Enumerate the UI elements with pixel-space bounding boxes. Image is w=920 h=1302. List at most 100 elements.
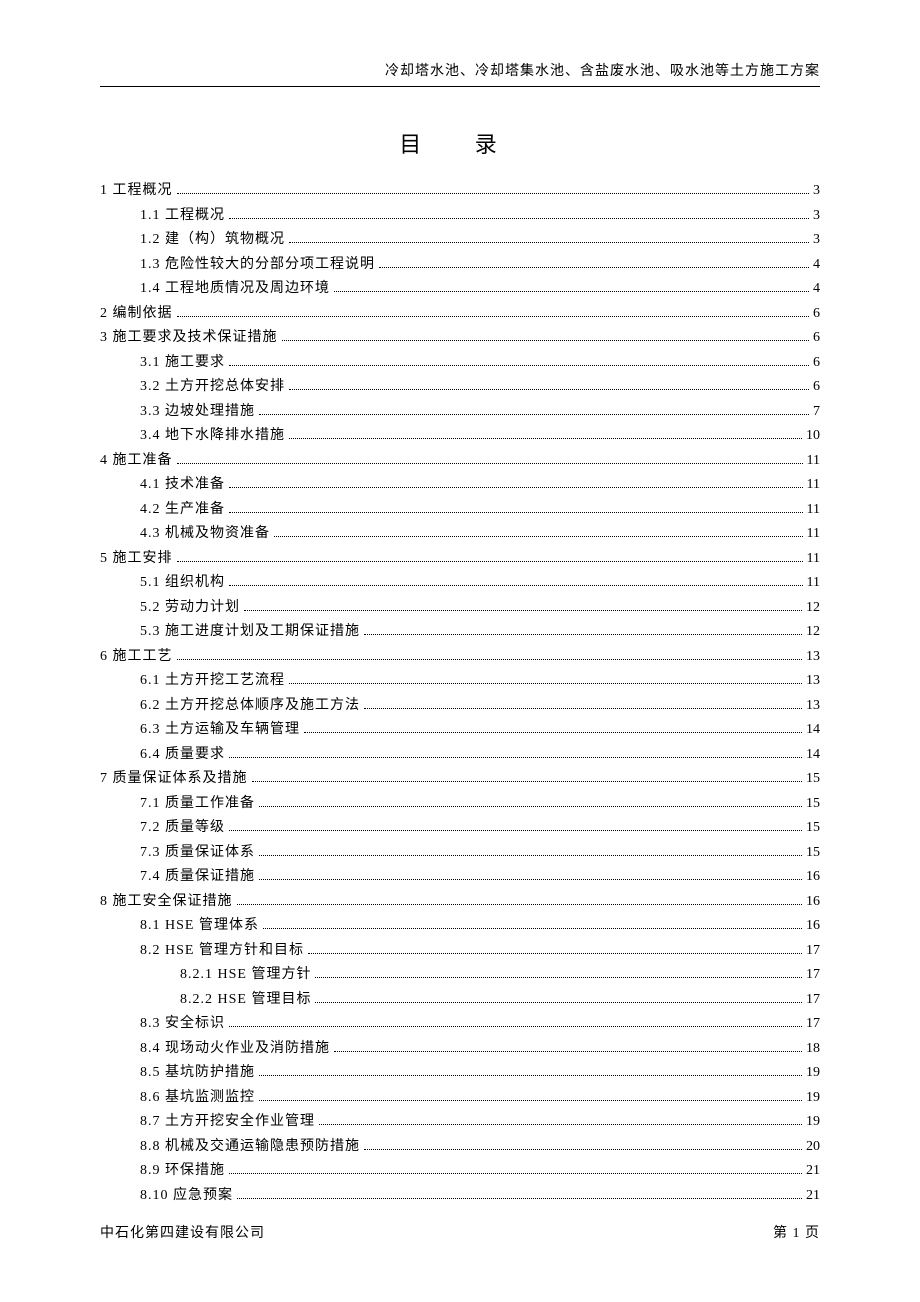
toc-entry-label: 7.1 质量工作准备 — [140, 792, 255, 817]
toc-entry[interactable]: 8.9 环保措施21 — [100, 1159, 820, 1184]
toc-leader — [289, 674, 802, 684]
toc-entry[interactable]: 3.2 土方开挖总体安排 6 — [100, 375, 820, 400]
toc-entry[interactable]: 8.2.1 HSE 管理方针17 — [100, 963, 820, 988]
toc-entry-label: 4.2 生产准备 — [140, 498, 225, 523]
toc-entry-page: 13 — [806, 669, 820, 694]
toc-leader — [274, 527, 803, 537]
toc-entry[interactable]: 5.3 施工进度计划及工期保证措施 12 — [100, 620, 820, 645]
toc-entry-page: 17 — [806, 988, 820, 1013]
toc-entry[interactable]: 1 工程概况3 — [100, 179, 820, 204]
toc-entry[interactable]: 3.4 地下水降排水措施10 — [100, 424, 820, 449]
toc-entry-label: 1.4 工程地质情况及周边环境 — [140, 277, 330, 302]
toc-entry[interactable]: 5.2 劳动力计划12 — [100, 596, 820, 621]
toc-leader — [237, 1189, 802, 1199]
toc-entry[interactable]: 7.1 质量工作准备15 — [100, 792, 820, 817]
toc-entry[interactable]: 8.10 应急预案21 — [100, 1184, 820, 1209]
toc-entry[interactable]: 7.3 质量保证体系15 — [100, 841, 820, 866]
toc-entry[interactable]: 6 施工工艺13 — [100, 645, 820, 670]
toc-leader — [364, 699, 802, 709]
toc-entry[interactable]: 2 编制依据 6 — [100, 302, 820, 327]
toc-entry-page: 12 — [806, 620, 820, 645]
toc-leader — [229, 576, 803, 586]
toc-entry[interactable]: 3 施工要求及技术保证措施6 — [100, 326, 820, 351]
toc-entry[interactable]: 7.4 质量保证措施16 — [100, 865, 820, 890]
toc-entry[interactable]: 8.7 土方开挖安全作业管理19 — [100, 1110, 820, 1135]
toc-entry-label: 1.1 工程概况 — [140, 204, 225, 229]
toc-entry-label: 8.5 基坑防护措施 — [140, 1061, 255, 1086]
toc-entry[interactable]: 7.2 质量等级15 — [100, 816, 820, 841]
toc-leader — [177, 650, 803, 660]
toc-leader — [177, 184, 810, 194]
toc-entry-page: 19 — [806, 1110, 820, 1135]
toc-entry[interactable]: 4.3 机械及物资准备11 — [100, 522, 820, 547]
toc-entry[interactable]: 4.2 生产准备11 — [100, 498, 820, 523]
toc-leader — [364, 1140, 802, 1150]
toc-entry[interactable]: 8.8 机械及交通运输隐患预防措施20 — [100, 1135, 820, 1160]
toc-entry-page: 16 — [806, 914, 820, 939]
toc-leader — [229, 748, 802, 758]
toc-entry-label: 5.1 组织机构 — [140, 571, 225, 596]
toc-entry-label: 6.3 土方运输及车辆管理 — [140, 718, 300, 743]
toc-title: 目 录 — [100, 127, 820, 159]
toc-entry[interactable]: 8.2 HSE 管理方针和目标17 — [100, 939, 820, 964]
toc-entry-label: 5.3 施工进度计划及工期保证措施 — [140, 620, 360, 645]
toc-entry[interactable]: 6.3 土方运输及车辆管理14 — [100, 718, 820, 743]
toc-leader — [334, 282, 809, 292]
toc-entry-page: 6 — [813, 375, 820, 400]
toc-entry-page: 11 — [807, 547, 820, 572]
toc-entry-label: 8 施工安全保证措施 — [100, 890, 233, 915]
toc-leader — [282, 331, 810, 341]
toc-entry-label: 3.2 土方开挖总体安排 — [140, 375, 285, 400]
toc-entry-page: 11 — [807, 473, 820, 498]
toc-list: 1 工程概况31.1 工程概况31.2 建（构）筑物概况31.3 危险性较大的分… — [100, 179, 820, 1208]
toc-leader — [229, 1017, 802, 1027]
toc-entry-label: 8.3 安全标识 — [140, 1012, 225, 1037]
toc-entry[interactable]: 3.3 边坡处理措施7 — [100, 400, 820, 425]
toc-entry-page: 11 — [807, 522, 820, 547]
toc-entry[interactable]: 5 施工安排11 — [100, 547, 820, 572]
toc-entry-page: 4 — [813, 253, 820, 278]
toc-entry-label: 7.2 质量等级 — [140, 816, 225, 841]
toc-entry[interactable]: 3.1 施工要求6 — [100, 351, 820, 376]
toc-leader — [237, 895, 803, 905]
toc-entry[interactable]: 1.2 建（构）筑物概况3 — [100, 228, 820, 253]
toc-leader — [177, 552, 803, 562]
toc-entry[interactable]: 8.1 HSE 管理体系16 — [100, 914, 820, 939]
toc-entry[interactable]: 6.2 土方开挖总体顺序及施工方法13 — [100, 694, 820, 719]
toc-entry[interactable]: 4 施工准备11 — [100, 449, 820, 474]
toc-entry[interactable]: 8.5 基坑防护措施 19 — [100, 1061, 820, 1086]
toc-entry[interactable]: 8.2.2 HSE 管理目标17 — [100, 988, 820, 1013]
toc-entry[interactable]: 1.4 工程地质情况及周边环境4 — [100, 277, 820, 302]
toc-entry-label: 4.1 技术准备 — [140, 473, 225, 498]
toc-entry[interactable]: 8.4 现场动火作业及消防措施18 — [100, 1037, 820, 1062]
footer-company: 中石化第四建设有限公司 — [100, 1222, 265, 1242]
toc-entry[interactable]: 8.3 安全标识17 — [100, 1012, 820, 1037]
toc-entry-label: 3 施工要求及技术保证措施 — [100, 326, 278, 351]
toc-entry[interactable]: 1.1 工程概况3 — [100, 204, 820, 229]
toc-leader — [259, 846, 802, 856]
toc-entry[interactable]: 6.1 土方开挖工艺流程13 — [100, 669, 820, 694]
toc-entry-label: 2 编制依据 — [100, 302, 173, 327]
toc-leader — [308, 944, 802, 954]
toc-entry[interactable]: 8.6 基坑监测监控19 — [100, 1086, 820, 1111]
toc-leader — [304, 723, 802, 733]
toc-entry-label: 1 工程概况 — [100, 179, 173, 204]
toc-leader — [334, 1042, 802, 1052]
toc-entry-label: 4 施工准备 — [100, 449, 173, 474]
toc-leader — [315, 968, 802, 978]
toc-leader — [229, 503, 803, 513]
toc-entry-page: 21 — [806, 1184, 820, 1209]
toc-entry-page: 19 — [806, 1061, 820, 1086]
page-footer: 中石化第四建设有限公司 第 1 页 — [100, 1222, 820, 1242]
toc-leader — [244, 601, 802, 611]
toc-entry[interactable]: 5.1 组织机构11 — [100, 571, 820, 596]
toc-entry[interactable]: 1.3 危险性较大的分部分项工程说明4 — [100, 253, 820, 278]
toc-entry-page: 6 — [813, 302, 820, 327]
toc-leader — [229, 821, 802, 831]
toc-entry[interactable]: 8 施工安全保证措施16 — [100, 890, 820, 915]
toc-leader — [229, 1164, 802, 1174]
toc-entry[interactable]: 7 质量保证体系及措施15 — [100, 767, 820, 792]
toc-entry[interactable]: 4.1 技术准备 11 — [100, 473, 820, 498]
toc-leader — [252, 772, 803, 782]
toc-entry[interactable]: 6.4 质量要求14 — [100, 743, 820, 768]
